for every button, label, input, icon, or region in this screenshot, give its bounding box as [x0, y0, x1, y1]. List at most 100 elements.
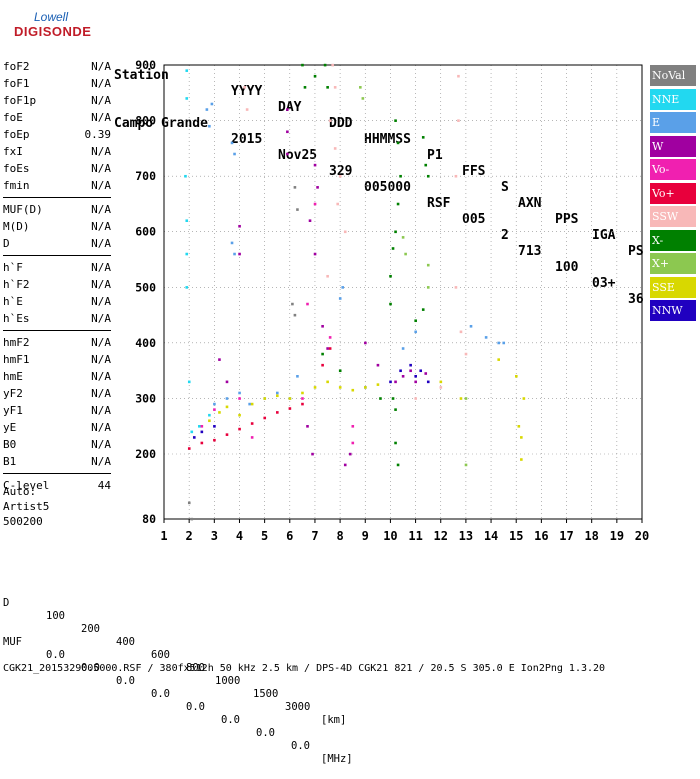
data-point	[351, 425, 355, 428]
x-tick-label: 18	[584, 529, 598, 543]
parameter-row: yE N/A	[3, 419, 111, 436]
parameter-group-divider	[3, 473, 111, 474]
data-point	[454, 174, 458, 178]
polarization-legend: NoVal NNE E W Vo- Vo+ SSW X- X+ SSE NNW	[650, 65, 696, 324]
parameter-name: D	[3, 237, 10, 250]
data-point	[316, 186, 319, 189]
data-point	[426, 263, 430, 267]
header-label-s: S	[501, 180, 509, 195]
data-point	[328, 347, 332, 350]
data-point	[243, 86, 246, 89]
data-point	[359, 86, 362, 89]
data-point	[233, 152, 236, 156]
muf-row: MUF 0.0 0.0 0.0 0.0 0.0 0.0 0.0 0.0 [MHz…	[3, 623, 605, 765]
parameter-name: h`F	[3, 261, 23, 274]
parameter-value: N/A	[91, 237, 111, 250]
data-point	[336, 202, 339, 206]
y-tick-label: 900	[135, 58, 156, 72]
data-point	[520, 458, 523, 461]
distance-label: D	[3, 597, 10, 609]
data-point	[296, 208, 299, 211]
y-tick-label: 400	[135, 336, 156, 350]
data-point	[313, 74, 317, 78]
x-tick-label: 20	[635, 529, 649, 543]
legend-entry: X-	[650, 229, 696, 251]
header-label-yyyy: YYYY	[231, 84, 263, 99]
data-point	[306, 302, 309, 306]
x-tick-label: 15	[509, 529, 523, 543]
ionogram-chart: 1 2 3 4 5 6 7 8 9 10 11 12 13 14 15 16 17 18 19 20802003004…	[135, 58, 649, 543]
header-value-yyyy: 2015	[231, 132, 263, 147]
data-point	[338, 386, 342, 389]
data-point	[187, 380, 191, 384]
parameter-value: N/A	[91, 387, 111, 400]
header-value-p1: RSF	[427, 196, 451, 211]
parameter-row: foF1p N/A	[3, 92, 111, 109]
parameter-row: foF2 N/A	[3, 58, 111, 75]
parameter-value: N/A	[91, 438, 111, 451]
parameter-row: h`F2 N/A	[3, 276, 111, 293]
data-point	[457, 74, 460, 78]
distance-value: 3000	[285, 701, 311, 713]
y-tick-label: 80	[142, 512, 156, 526]
parameter-value: N/A	[91, 312, 111, 325]
x-tick-label: 4	[236, 529, 243, 543]
x-tick-label: 19	[610, 529, 624, 543]
scaled-parameters-table: foF2 N/A foF1 N/A foF1p N/A foE N/A foEp 0.39 fxI N…	[3, 58, 111, 494]
data-point	[238, 224, 241, 228]
data-point	[459, 397, 463, 400]
data-point	[426, 174, 430, 178]
data-point	[396, 202, 400, 206]
data-point	[326, 86, 329, 89]
muf-value: 0.0	[186, 701, 205, 713]
data-point	[250, 422, 254, 425]
data-point	[238, 397, 241, 400]
digisonde-logo: Lowell DIGISONDE	[6, 10, 91, 42]
header-value-ddd: 329	[329, 164, 353, 179]
data-point	[343, 463, 347, 467]
parameter-value: N/A	[91, 77, 111, 90]
x-tick-label: 14	[484, 529, 498, 543]
data-point	[263, 397, 267, 400]
parameter-value: N/A	[91, 421, 111, 434]
parameter-value: N/A	[91, 179, 111, 192]
parameter-row: h`Es N/A	[3, 310, 111, 327]
data-point	[225, 433, 229, 436]
autoscaling-info: Auto: Artist5 500200	[3, 484, 49, 529]
legend-entry: E	[650, 112, 696, 133]
y-tick-label: 200	[135, 447, 156, 461]
data-point	[404, 252, 407, 256]
data-point	[376, 383, 380, 386]
data-point	[459, 330, 463, 334]
data-point	[484, 336, 488, 339]
parameter-value: N/A	[91, 370, 111, 383]
data-point	[250, 436, 254, 439]
auto-artist: Artist5	[3, 500, 50, 513]
data-point	[351, 388, 355, 392]
data-point	[301, 402, 304, 406]
parameter-row: h`F N/A	[3, 259, 111, 276]
parameter-name: fxI	[3, 145, 23, 158]
parameter-name: foEs	[3, 162, 30, 175]
data-point	[200, 430, 204, 434]
data-point	[308, 219, 312, 222]
parameter-row: B1 N/A	[3, 453, 111, 470]
data-point	[185, 286, 189, 289]
parameter-value: N/A	[91, 111, 111, 124]
data-point	[205, 108, 209, 111]
data-point	[394, 408, 397, 411]
data-point	[208, 413, 211, 417]
parameter-name: foF1p	[3, 94, 37, 107]
data-point	[396, 141, 400, 145]
muf-value: 0.0	[81, 662, 100, 674]
legend-entry: W	[650, 135, 696, 157]
parameter-row: yF2 N/A	[3, 385, 111, 402]
data-point	[296, 375, 299, 378]
data-point	[248, 402, 251, 406]
x-tick-label: 13	[459, 529, 473, 543]
header-value-ps: 36	[628, 292, 644, 307]
data-point	[394, 441, 397, 445]
data-point	[328, 119, 332, 122]
parameter-row: hmF1 N/A	[3, 351, 111, 368]
parameter-row: B0 N/A	[3, 436, 111, 453]
